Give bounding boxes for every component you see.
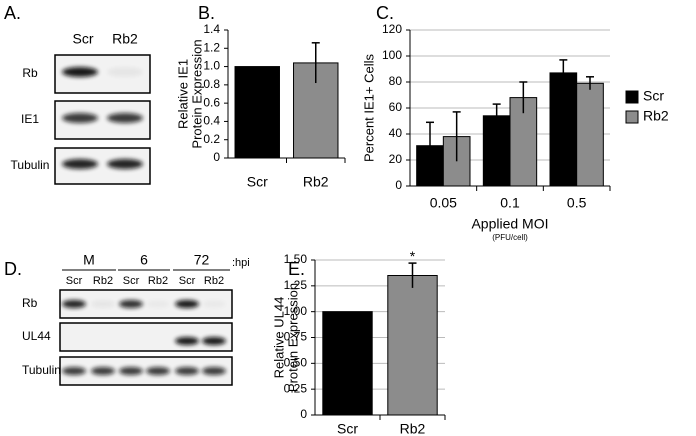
label: Rb2 bbox=[204, 275, 224, 287]
label: UL44 bbox=[22, 329, 51, 343]
y-tick-label: 0 bbox=[213, 150, 220, 164]
x-tick-label: Scr bbox=[247, 174, 268, 190]
y-tick-label: 0.8 bbox=[203, 77, 220, 91]
y-tick-label: 100 bbox=[382, 48, 402, 62]
label: B. bbox=[198, 3, 215, 23]
y-tick-label: 0.25 bbox=[284, 381, 308, 395]
bar bbox=[322, 311, 373, 416]
x-tick-label: Rb2 bbox=[400, 421, 426, 436]
bar bbox=[234, 66, 280, 159]
label: Scr bbox=[73, 31, 94, 47]
blot-band bbox=[91, 300, 115, 308]
x-tick-label: Scr bbox=[337, 421, 358, 436]
y-tick-label: 0.2 bbox=[203, 132, 220, 146]
y-tick-label: 80 bbox=[389, 74, 403, 88]
x-axis-sublabel: (PFU/cell) bbox=[492, 233, 528, 242]
blot-band bbox=[62, 367, 86, 375]
blot-band bbox=[202, 337, 226, 345]
y-tick-label: 1.4 bbox=[203, 22, 220, 36]
label: Scr bbox=[179, 275, 196, 287]
label: E. bbox=[288, 259, 305, 279]
x-tick-label: 0.5 bbox=[567, 195, 587, 211]
label: C. bbox=[376, 3, 394, 23]
blot-band bbox=[119, 300, 143, 308]
blot-band bbox=[175, 337, 199, 345]
y-axis-label: Protein Expression bbox=[285, 283, 300, 392]
blot-frame bbox=[59, 289, 233, 319]
label: Tubulin bbox=[11, 158, 50, 172]
legend-label: Rb2 bbox=[643, 108, 669, 124]
y-tick-label: 0.75 bbox=[284, 330, 308, 344]
y-tick-label: 60 bbox=[389, 100, 403, 114]
blot-band bbox=[146, 300, 170, 308]
blot-band bbox=[202, 300, 226, 308]
legend-swatch bbox=[625, 90, 639, 104]
label: A. bbox=[4, 3, 21, 23]
y-tick-label: 1.0 bbox=[203, 59, 220, 73]
label: Rb2 bbox=[93, 275, 113, 287]
bar bbox=[549, 72, 578, 187]
y-tick-label: 1.2 bbox=[203, 40, 220, 54]
label: 72 bbox=[194, 252, 210, 268]
legend-label: Scr bbox=[643, 88, 664, 104]
label: D. bbox=[4, 259, 22, 279]
blot-band bbox=[146, 367, 170, 375]
blot-band bbox=[91, 367, 115, 375]
label: :hpi bbox=[232, 257, 250, 269]
blot-band bbox=[175, 367, 199, 375]
y-axis-label: Protein Expression bbox=[189, 39, 204, 148]
x-tick-label: 0.05 bbox=[430, 195, 457, 211]
annotation: * bbox=[410, 248, 416, 264]
label: Rb bbox=[22, 66, 38, 80]
y-tick-label: 0.50 bbox=[284, 356, 308, 370]
bar bbox=[387, 275, 438, 416]
label: 6 bbox=[140, 252, 148, 268]
y-tick-label: 20 bbox=[389, 152, 403, 166]
blot-band bbox=[107, 67, 143, 77]
blot-band bbox=[62, 67, 98, 77]
y-tick-label: 40 bbox=[389, 126, 403, 140]
bar bbox=[576, 82, 604, 187]
blot-band bbox=[175, 300, 199, 308]
y-tick-label: 0 bbox=[300, 407, 307, 421]
y-axis-label: Percent IE1+ Cells bbox=[361, 53, 376, 162]
y-tick-label: 1.00 bbox=[284, 304, 308, 318]
label: Scr bbox=[66, 275, 83, 287]
x-tick-label: 0.1 bbox=[500, 195, 520, 211]
legend-swatch bbox=[625, 110, 639, 124]
blot-band bbox=[202, 367, 226, 375]
y-tick-label: 1.25 bbox=[284, 278, 308, 292]
label: IE1 bbox=[21, 112, 39, 126]
x-tick-label: Rb2 bbox=[303, 174, 329, 190]
y-tick-label: 1.50 bbox=[284, 252, 308, 266]
label: Rb bbox=[22, 296, 38, 310]
label: Rb2 bbox=[148, 275, 168, 287]
y-tick-label: 0 bbox=[395, 178, 402, 192]
y-tick-label: 0.4 bbox=[203, 114, 220, 128]
blot-band bbox=[62, 159, 98, 169]
label: Rb2 bbox=[112, 31, 138, 47]
blot-band bbox=[62, 113, 98, 123]
blot-band bbox=[119, 367, 143, 375]
blot-band bbox=[107, 113, 143, 123]
blot-band bbox=[107, 159, 143, 169]
y-axis-label: Relative UL44 bbox=[271, 297, 286, 379]
blot-band bbox=[62, 300, 86, 308]
y-axis-label: Relative IE1 bbox=[175, 59, 190, 129]
y-tick-label: 120 bbox=[382, 22, 402, 36]
label: Scr bbox=[123, 275, 140, 287]
label: M bbox=[83, 252, 95, 268]
blot-frame bbox=[59, 322, 233, 352]
label: Tubulin bbox=[22, 363, 61, 377]
y-tick-label: 0.6 bbox=[203, 95, 220, 109]
x-axis-label: Applied MOI bbox=[471, 216, 548, 232]
